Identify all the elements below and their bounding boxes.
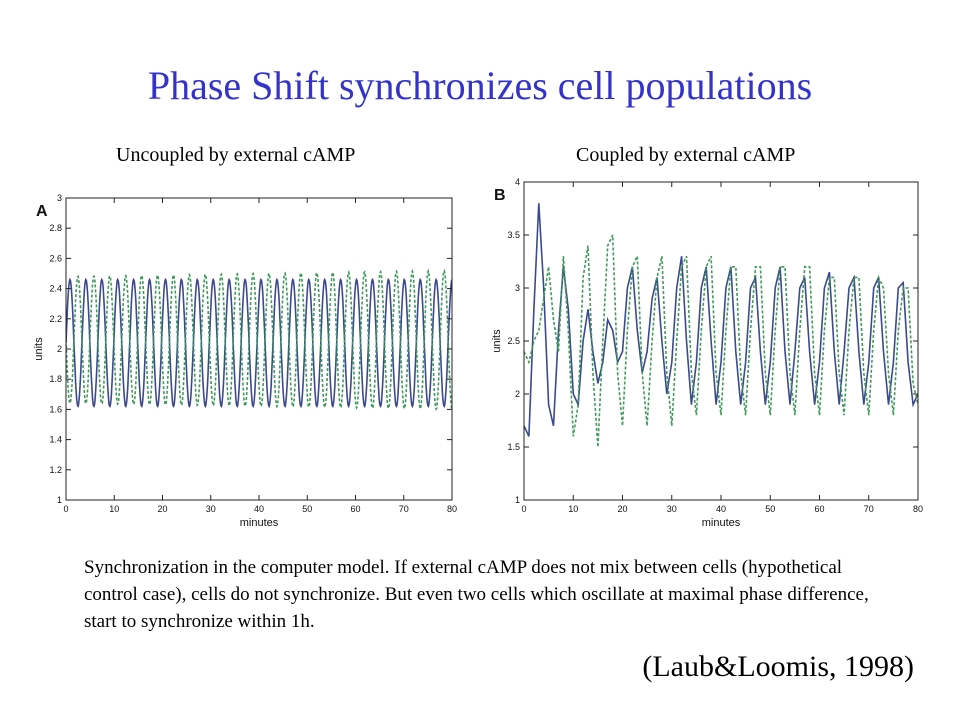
chart-a-panel-label: A xyxy=(36,203,48,220)
chart-b-xtick-label: 10 xyxy=(568,504,578,514)
chart-a-ytick-label: 1.4 xyxy=(49,435,62,445)
chart-a-ytick-label: 1 xyxy=(57,495,62,505)
chart-a-ytick-label: 2.6 xyxy=(49,253,62,263)
chart-a-xtick-label: 40 xyxy=(254,504,264,514)
chart-a-xtick-label: 20 xyxy=(157,504,167,514)
chart-a-y-axis-label: units xyxy=(33,337,45,361)
subtitle-coupled: Coupled by external cAMP xyxy=(576,144,796,166)
chart-b-xtick-label: 30 xyxy=(667,504,677,514)
chart-a-ytick-label: 1.2 xyxy=(49,465,62,475)
chart-b-xtick-label: 60 xyxy=(814,504,824,514)
chart-b-xtick-label: 80 xyxy=(913,504,923,514)
chart-uncoupled: A 0 10 20 30 40 50 60 70 80 1 1.2 1.4 1.6 1.8 2 2.2 2.4 2.… xyxy=(33,193,457,529)
citation: (Laub&Loomis, 1998) xyxy=(642,650,914,683)
chart-a-ytick-label: 2 xyxy=(57,344,62,354)
chart-a-ytick-label: 2.4 xyxy=(49,284,62,294)
chart-b-ytick-label: 3.5 xyxy=(507,230,520,240)
chart-a-ytick-label: 2.2 xyxy=(49,314,62,324)
chart-b-panel-label: B xyxy=(494,187,506,204)
chart-a-xtick-label: 80 xyxy=(447,504,457,514)
chart-b-xtick-label: 20 xyxy=(617,504,627,514)
chart-b-ytick-label: 2 xyxy=(515,389,520,399)
chart-b-series-2-line xyxy=(524,234,918,448)
chart-a-series-2-line xyxy=(66,268,452,411)
chart-b-ytick-label: 1.5 xyxy=(507,442,520,452)
chart-a-xtick-label: 60 xyxy=(350,504,360,514)
chart-a-xtick-label: 70 xyxy=(399,504,409,514)
chart-b-xtick-label: 0 xyxy=(521,504,526,514)
chart-a-series-1-line xyxy=(66,277,452,409)
chart-a-xtick-label: 30 xyxy=(206,504,216,514)
chart-b-xtick-label: 70 xyxy=(864,504,874,514)
chart-b-y-axis-label: units xyxy=(491,329,503,353)
figure-caption: Synchronization in the computer model. I… xyxy=(84,557,869,632)
chart-a-ytick-label: 1.8 xyxy=(49,374,62,384)
chart-b-x-axis-label: minutes xyxy=(702,517,741,529)
chart-b-ytick-label: 1 xyxy=(515,495,520,505)
chart-a-plot-frame xyxy=(65,197,453,501)
chart-a-ytick-label: 3 xyxy=(57,193,62,203)
subtitle-uncoupled: Uncoupled by external cAMP xyxy=(116,144,356,166)
chart-a-xtick-label: 50 xyxy=(302,504,312,514)
chart-a-ytick-label: 2.8 xyxy=(49,223,62,233)
chart-b-ytick-label: 3 xyxy=(515,283,520,293)
chart-b-xtick-label: 40 xyxy=(716,504,726,514)
chart-a-ytick-label: 1.6 xyxy=(49,404,62,414)
slide-title: Phase Shift synchronizes cell population… xyxy=(147,63,813,108)
chart-b-series-1-line xyxy=(524,203,918,437)
chart-a-xtick-label: 0 xyxy=(63,504,68,514)
chart-a-xtick-label: 10 xyxy=(109,504,119,514)
chart-b-ytick-label: 4 xyxy=(515,177,520,187)
chart-a-x-axis-label: minutes xyxy=(240,517,279,529)
chart-b-ytick-label: 2.5 xyxy=(507,336,520,346)
chart-coupled: B 0 10 20 30 40 50 60 70 80 1 1.5 2 2.5 3 3.5 4 minutes un… xyxy=(491,177,923,529)
chart-b-xtick-label: 50 xyxy=(765,504,775,514)
